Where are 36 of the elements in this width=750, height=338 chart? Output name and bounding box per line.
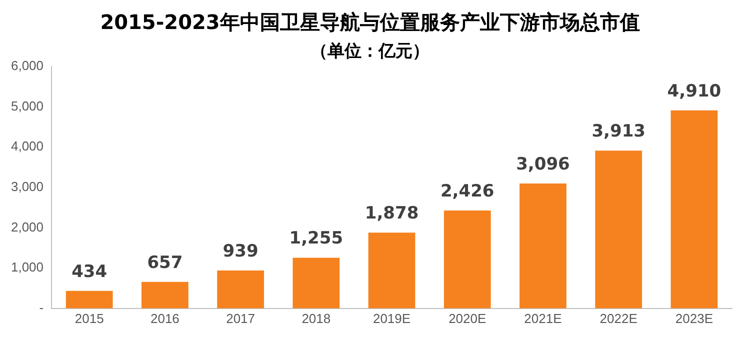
y-tick-label: 1,000	[10, 260, 44, 275]
bar	[217, 270, 264, 308]
data-label: 1,878	[364, 204, 419, 224]
bar	[142, 282, 188, 308]
x-tick-label: 2016	[150, 310, 180, 326]
chart-subtitle: （单位：亿元）	[310, 42, 430, 62]
data-label: 2,426	[440, 181, 494, 202]
y-tick-label: 4,000	[10, 138, 44, 154]
x-tick-label: 2020E	[448, 310, 486, 326]
y-tick-label: 5,000	[10, 98, 44, 114]
data-label: 3,096	[516, 154, 570, 174]
data-label: 3,913	[592, 122, 646, 142]
y-tick-label: -	[39, 300, 44, 315]
x-tick-label: 2022E	[600, 310, 638, 326]
bar	[520, 184, 566, 308]
data-label: 939	[222, 241, 258, 262]
x-tick-label: 2017	[226, 310, 256, 326]
x-tick-label: 2018	[302, 310, 331, 326]
y-tick-label: 2,000	[10, 219, 44, 234]
data-label: 657	[147, 252, 183, 273]
x-tick-label: 2023E	[675, 310, 714, 326]
y-tick-label: 6,000	[10, 58, 44, 73]
bar	[444, 210, 491, 308]
bar	[368, 232, 416, 308]
x-tick-label: 2019E	[372, 310, 411, 326]
data-label: 434	[72, 262, 108, 282]
data-label: 1,255	[289, 228, 344, 249]
x-tick-label: 2021E	[524, 310, 562, 326]
bar	[670, 110, 718, 308]
x-tick-label: 2015	[74, 310, 104, 326]
chart-title: 2015-2023年中国卫星导航与位置服务产业下游市场总市值	[100, 10, 640, 34]
bar	[292, 258, 340, 308]
y-tick-label: 3,000	[10, 178, 44, 194]
bar	[66, 290, 113, 308]
data-label: 4,910	[667, 81, 722, 102]
bar	[595, 150, 642, 308]
